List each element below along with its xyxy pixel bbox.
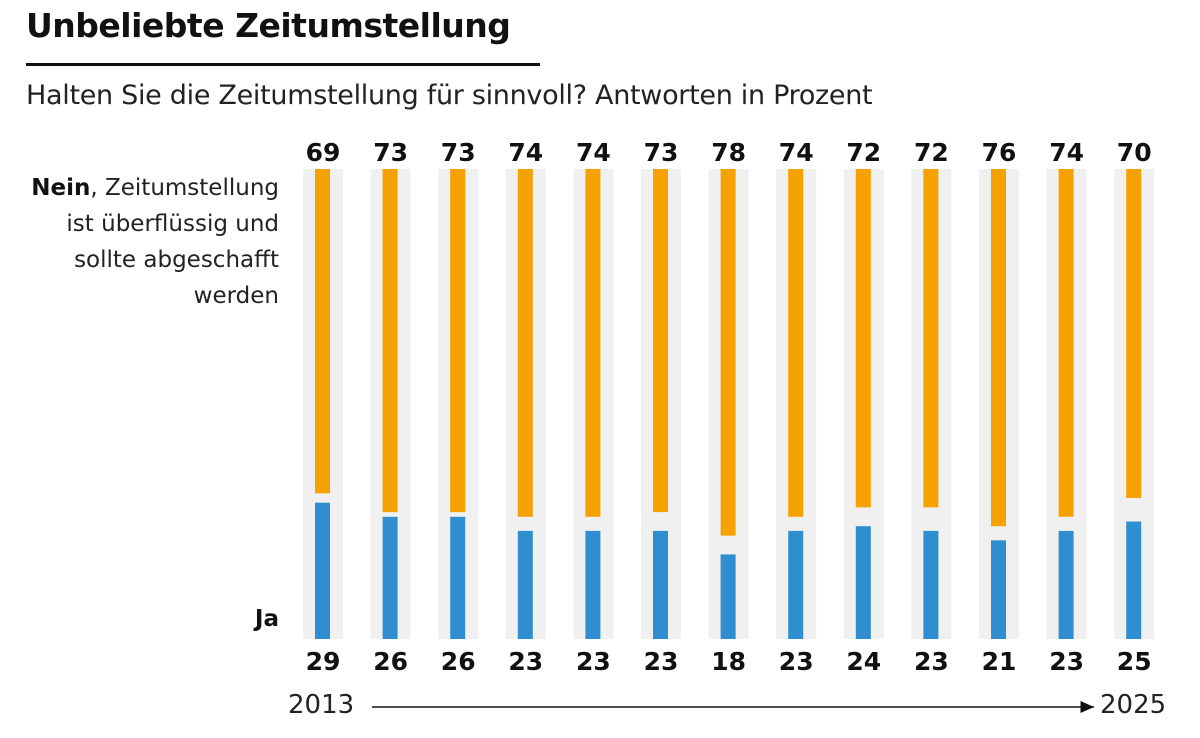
nein-bar xyxy=(450,169,466,513)
start-year-label: 2013 xyxy=(288,690,355,720)
title-underline xyxy=(26,63,540,66)
nein-bar xyxy=(855,169,871,508)
nein-bar xyxy=(653,169,668,513)
ja-value-label: 26 xyxy=(373,647,408,676)
chart-subtitle: Halten Sie die Zeitumstellung für sinnvo… xyxy=(26,80,873,111)
ja-value-label: 29 xyxy=(306,647,341,676)
ja-bar xyxy=(450,516,466,639)
ja-value-label: 26 xyxy=(441,647,476,676)
nein-value-label: 74 xyxy=(1049,138,1084,167)
ja-bar xyxy=(855,526,871,639)
nein-bar xyxy=(585,169,601,517)
nein-value-label: 78 xyxy=(711,138,746,167)
end-year-label: 2025 xyxy=(1100,690,1167,720)
chart-title: Unbeliebte Zeitumstellung xyxy=(26,6,511,45)
nein-legend-label: Nein, Zeitumstellung ist überflüssig und… xyxy=(19,170,279,314)
nein-bar xyxy=(991,169,1006,527)
ja-bar xyxy=(1058,530,1074,639)
ja-bar xyxy=(1126,521,1142,639)
ja-bar xyxy=(788,530,804,639)
nein-bar xyxy=(923,169,939,508)
ja-value-label: 23 xyxy=(1049,647,1084,676)
ja-bar xyxy=(517,530,533,639)
nein-value-label: 73 xyxy=(373,138,408,167)
ja-value-label: 24 xyxy=(846,647,881,676)
ja-bar xyxy=(991,540,1006,639)
nein-value-label: 74 xyxy=(576,138,611,167)
ja-bar xyxy=(720,554,736,639)
ja-value-label: 18 xyxy=(711,647,746,676)
nein-value-label: 76 xyxy=(982,138,1017,167)
nein-bar xyxy=(788,169,804,517)
nein-label-bold: Nein xyxy=(31,175,91,201)
ja-bar xyxy=(923,530,939,639)
ja-value-label: 25 xyxy=(1117,647,1152,676)
nein-value-label: 73 xyxy=(644,138,679,167)
ja-value-label: 21 xyxy=(982,647,1017,676)
ja-value-label: 23 xyxy=(914,647,949,676)
nein-bar xyxy=(1126,169,1142,498)
ja-bar xyxy=(315,502,330,639)
ja-value-label: 23 xyxy=(576,647,611,676)
nein-value-label: 74 xyxy=(508,138,543,167)
nein-bar xyxy=(517,169,533,517)
nein-value-label: 72 xyxy=(846,138,881,167)
nein-value-label: 73 xyxy=(441,138,476,167)
nein-bar xyxy=(315,169,330,494)
ja-bar xyxy=(585,530,601,639)
nein-value-label: 72 xyxy=(914,138,949,167)
nein-label-description: , Zeitumstellung ist überflüssig und sol… xyxy=(66,175,279,309)
ja-legend-label: Ja xyxy=(254,606,279,632)
nein-bar xyxy=(1058,169,1074,517)
nein-value-label: 70 xyxy=(1117,138,1152,167)
ja-value-label: 23 xyxy=(508,647,543,676)
nein-bar xyxy=(382,169,398,513)
ja-value-label: 23 xyxy=(644,647,679,676)
nein-value-label: 69 xyxy=(306,138,341,167)
nein-value-label: 74 xyxy=(779,138,814,167)
ja-value-label: 23 xyxy=(779,647,814,676)
ja-bar xyxy=(653,530,668,639)
ja-bar xyxy=(382,516,398,639)
nein-bar xyxy=(720,169,736,536)
